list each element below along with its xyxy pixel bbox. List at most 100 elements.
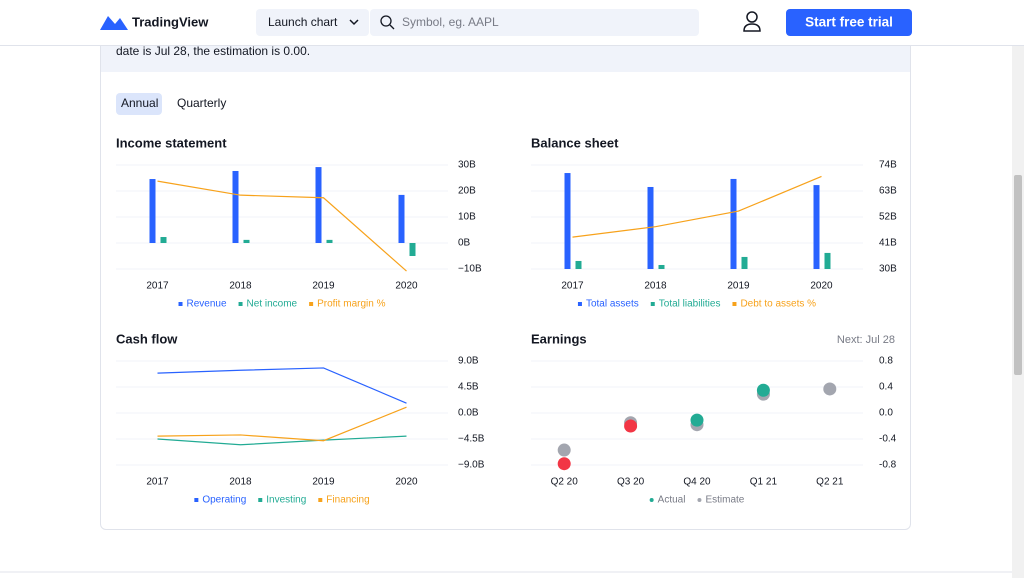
notice-bg	[101, 45, 910, 72]
x-tick-label: 2017	[146, 281, 169, 292]
bar	[243, 239, 250, 243]
legend-marker	[258, 498, 263, 502]
legend: Operating Investing Financing	[194, 495, 370, 506]
legend: Total assets Total liabilities Debt to ass…	[577, 299, 816, 310]
chevron[interactable]	[349, 19, 359, 26]
chart-title: Income statement	[116, 135, 227, 150]
y-tick-label: 30B	[879, 264, 897, 275]
search-placeholder[interactable]: Symbol, eg. AAPL	[402, 15, 499, 29]
search-box[interactable]	[370, 9, 699, 36]
line	[157, 180, 407, 272]
y-tick-label: -0.4	[879, 434, 897, 445]
bar	[315, 167, 322, 243]
legend-label: Net income	[247, 299, 298, 310]
header: TradingView Launch chart Symbol, eg. AAP…	[0, 0, 1024, 46]
tab[interactable]: Annual	[121, 96, 158, 110]
line	[157, 435, 407, 446]
search-icon-handle	[389, 24, 395, 30]
cta-button[interactable]	[786, 9, 912, 36]
legend-label: Debt to assets %	[740, 299, 816, 310]
x-tick-label: 2018	[229, 281, 252, 292]
y-tick-label: 30B	[458, 160, 476, 171]
bar	[647, 186, 654, 269]
bar	[564, 173, 571, 269]
brand[interactable]: TradingView	[132, 14, 209, 29]
annotation: Next: Jul 28	[837, 334, 895, 346]
legend-label: Profit margin %	[317, 299, 385, 310]
cta-label[interactable]: Start free trial	[805, 15, 893, 30]
x-tick-label: 2018	[229, 477, 252, 488]
launch-button[interactable]	[256, 9, 369, 36]
chart-title: Cash flow	[116, 331, 178, 346]
y-tick-label: 10B	[458, 212, 476, 223]
bar	[741, 256, 748, 269]
bar	[824, 252, 831, 269]
bar	[326, 239, 333, 243]
legend-label: Revenue	[187, 299, 227, 310]
dot	[557, 457, 571, 471]
legend-marker	[577, 302, 582, 306]
x-tick-label: 2017	[146, 477, 169, 488]
legend-label: Financing	[326, 495, 369, 506]
x-tick-label: Q2 20	[551, 477, 579, 488]
bar	[730, 178, 737, 269]
legend-marker	[732, 302, 737, 306]
line	[157, 367, 407, 404]
y-tick-label: 41B	[879, 238, 897, 249]
bar	[813, 185, 820, 269]
dot	[557, 443, 571, 457]
bar	[232, 170, 239, 243]
x-tick-label: 2020	[810, 281, 833, 292]
notice: date is Jul 28, the estimation is 0.00.	[116, 44, 310, 58]
dot	[690, 413, 704, 427]
y-tick-label: 0B	[458, 238, 471, 249]
y-tick-label: −10B	[458, 264, 482, 275]
legend-marker	[318, 498, 323, 502]
y-tick-label: 63B	[879, 186, 897, 197]
x-tick-label: Q1 21	[750, 477, 778, 488]
legend-label: Operating	[202, 495, 246, 506]
legend-label: Actual	[658, 495, 686, 506]
y-tick-label: 0.4	[879, 382, 893, 393]
legend-marker	[178, 302, 183, 306]
x-tick-label: 2019	[312, 477, 335, 488]
search-icon	[380, 15, 392, 27]
tab-active[interactable]	[116, 93, 162, 115]
x-tick-label: Q4 20	[683, 477, 711, 488]
legend-marker	[649, 498, 654, 502]
legend-marker	[309, 302, 314, 306]
scroll-thumb[interactable]	[1014, 175, 1022, 375]
y-tick-label: −9.0B	[458, 460, 485, 471]
chart-title: Balance sheet	[531, 135, 619, 150]
legend-label: Estimate	[705, 495, 744, 506]
user-icon[interactable]	[746, 11, 758, 23]
user-icon-body[interactable]	[743, 23, 761, 32]
dot	[756, 383, 770, 397]
x-tick-label: Q3 20	[617, 477, 645, 488]
x-tick-label: 2018	[644, 281, 667, 292]
bar	[149, 179, 156, 243]
bar	[160, 237, 167, 243]
legend-label: Investing	[266, 495, 306, 506]
x-tick-label: 2019	[727, 281, 750, 292]
y-tick-label: 0.0	[879, 408, 893, 419]
y-tick-label: 4.5B	[458, 382, 479, 393]
line	[157, 406, 407, 442]
y-tick-label: 20B	[458, 186, 476, 197]
y-tick-label: 52B	[879, 212, 897, 223]
y-tick-label: −4.5B	[458, 434, 485, 445]
legend-marker	[697, 498, 702, 502]
tab[interactable]: Quarterly	[177, 96, 226, 110]
y-tick-label: 0.0B	[458, 408, 479, 419]
legend-label: Total liabilities	[659, 299, 721, 310]
logo[interactable]	[100, 16, 128, 30]
launch-label[interactable]: Launch chart	[268, 15, 338, 29]
y-tick-label: 0.8	[879, 356, 893, 367]
bar	[409, 243, 416, 256]
header-graphics: TradingView Launch chart Symbol, eg. AAP…	[100, 9, 912, 36]
x-tick-label: Q2 21	[816, 477, 844, 488]
x-tick-label: 2019	[312, 281, 335, 292]
dot	[823, 382, 837, 396]
